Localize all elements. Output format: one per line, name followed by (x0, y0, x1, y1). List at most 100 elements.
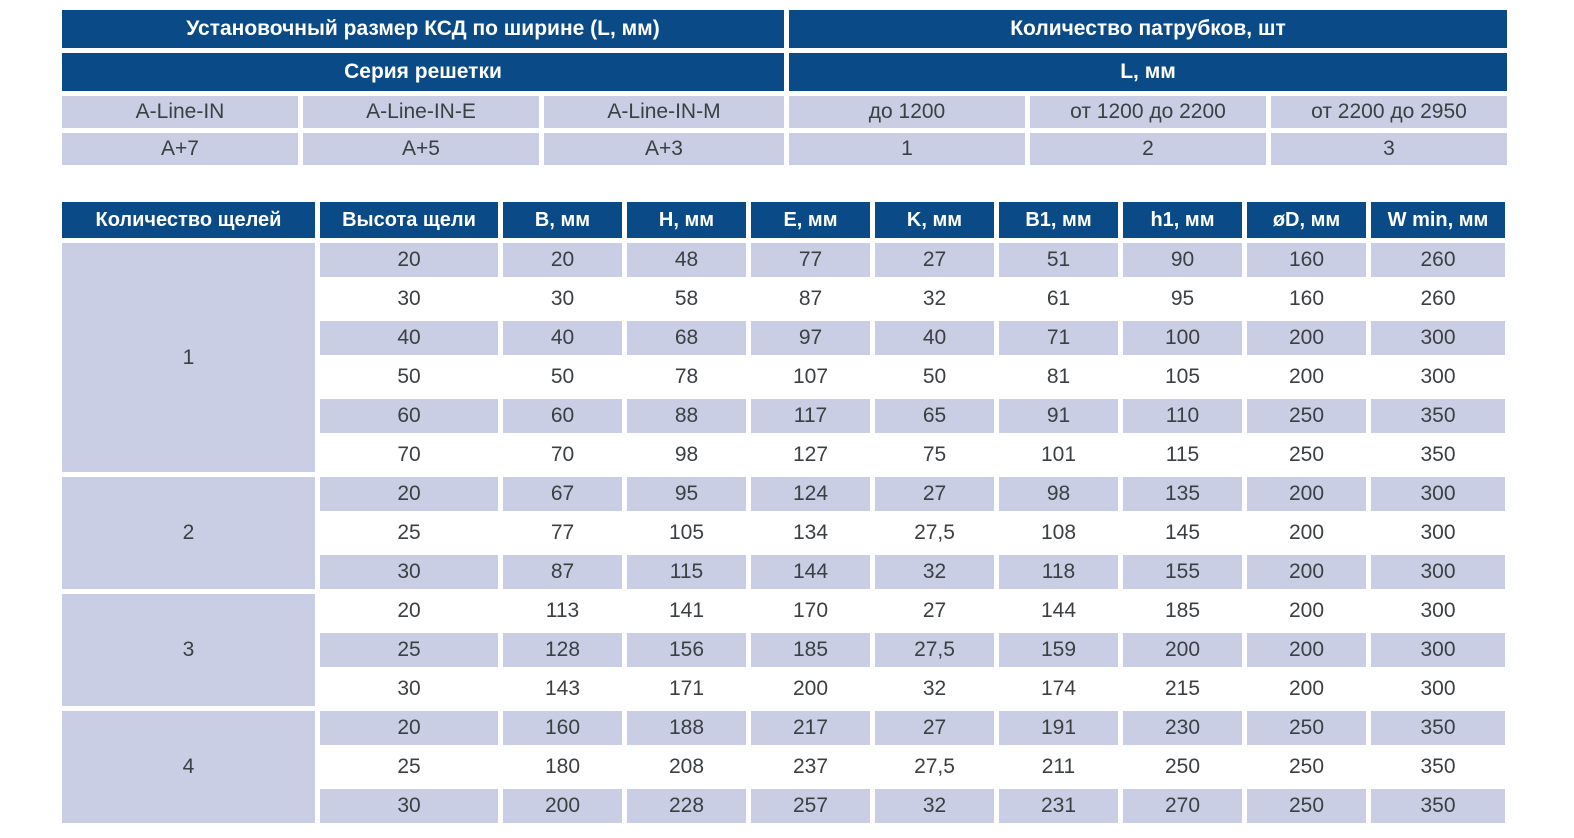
dimension-cell: 113 (545, 599, 580, 622)
dimension-cell: 250 (1288, 443, 1325, 466)
dimension-cell: 70 (397, 443, 421, 466)
dimension-cell: 350 (1371, 399, 1505, 433)
dimension-cell: 95 (627, 477, 746, 511)
branch-count-cell: 2 (1030, 133, 1266, 165)
dimension-cell: 185 (751, 633, 870, 667)
length-subheader: L, мм (789, 53, 1507, 91)
mounting-size-table: Установочный размер КСД по ширине (L, мм… (57, 5, 1512, 170)
dimension-cell: 20 (320, 477, 498, 511)
dimension-cell: 77 (751, 243, 870, 277)
dimension-cell: 228 (627, 789, 746, 823)
dimension-cell: 30 (397, 677, 421, 700)
dimension-cell: 200 (792, 677, 829, 700)
dimension-cell: 155 (1123, 555, 1242, 589)
size-formula-cell: A+7 (62, 133, 298, 165)
dimension-cell: 27 (922, 599, 947, 622)
dimension-cell: 32 (875, 555, 994, 589)
dimension-cell: 27,5 (914, 521, 955, 544)
dimension-cell: 30 (550, 287, 575, 310)
dimension-cell: 51 (999, 243, 1118, 277)
dimension-cell: 60 (503, 399, 622, 433)
dimension-cell: 350 (1420, 443, 1456, 466)
dimension-cell: 107 (792, 365, 829, 388)
slot-count-cell: 4 (62, 711, 315, 823)
dimension-cell: 20 (320, 711, 498, 745)
dimension-cell: 40 (875, 321, 994, 355)
col-header-e: E, мм (751, 202, 870, 238)
dimension-cell: 270 (1123, 789, 1242, 823)
table-row: A+7 A+5 A+3 1 2 3 (62, 133, 1507, 165)
dimension-cell: 250 (1164, 755, 1201, 778)
dimension-cell: 350 (1420, 755, 1456, 778)
table-header-row: Количество щелей Высота щели B, мм H, мм… (62, 202, 1505, 238)
dimension-cell: 200 (1247, 321, 1366, 355)
table-row: 30 200 228 257 32 231 270 250 350 (62, 789, 1505, 823)
dimension-cell: 145 (1164, 521, 1201, 544)
dimension-cell: 60 (320, 399, 498, 433)
dimension-cell: 118 (999, 555, 1118, 589)
dimension-cell: 300 (1420, 365, 1456, 388)
dimension-cell: 81 (1046, 365, 1071, 388)
dimension-cell: 200 (1123, 633, 1242, 667)
dimension-cell: 48 (627, 243, 746, 277)
dimension-cell: 171 (668, 677, 705, 700)
dimension-cell: 191 (999, 711, 1118, 745)
dimension-cell: 174 (1040, 677, 1077, 700)
dimension-cell: 237 (792, 755, 829, 778)
dimension-cell: 71 (999, 321, 1118, 355)
series-cell: A-Line-IN (62, 96, 298, 128)
col-header-wmin: W min, мм (1371, 202, 1505, 238)
dimension-cell: 32 (922, 287, 947, 310)
col-header-slot-count: Количество щелей (62, 202, 315, 238)
dimension-cell: 25 (397, 755, 421, 778)
dimension-cell: 27 (875, 477, 994, 511)
dimension-cell: 50 (550, 365, 575, 388)
col-header-slot-height: Высота щели (320, 202, 498, 238)
dimension-cell: 160 (503, 711, 622, 745)
dimension-cell: 156 (627, 633, 746, 667)
table-row: 60 60 88 117 65 91 110 250 350 (62, 399, 1505, 433)
dimension-cell: 250 (1247, 789, 1366, 823)
table-row: 25 180 208 237 27,5 211 250 250 350 (62, 750, 1505, 784)
col-header-b: B, мм (503, 202, 622, 238)
dimension-cell: 108 (1040, 521, 1077, 544)
dimension-cell: 231 (999, 789, 1118, 823)
dimension-cell: 160 (1288, 287, 1325, 310)
dimension-cell: 300 (1371, 321, 1505, 355)
dimension-cell: 30 (320, 789, 498, 823)
branch-count-header: Количество патрубков, шт (789, 10, 1507, 48)
dimension-cell: 27,5 (875, 633, 994, 667)
dimension-cell: 87 (798, 287, 823, 310)
length-range-cell: до 1200 (789, 96, 1025, 128)
dimension-cell: 25 (397, 521, 421, 544)
dimension-cell: 350 (1371, 711, 1505, 745)
dimension-cell: 217 (751, 711, 870, 745)
dimension-cell: 128 (503, 633, 622, 667)
dimension-cell: 250 (1288, 755, 1325, 778)
dimension-cell: 170 (792, 599, 829, 622)
mounting-size-header: Установочный размер КСД по ширине (L, мм… (62, 10, 784, 48)
dimension-cell: 105 (1164, 365, 1201, 388)
dimensions-table-body: 1 20 20 48 77 27 51 90 160 260 30 30 58 87 32 61 95 160 26… (62, 243, 1505, 823)
dimension-cell: 200 (1288, 365, 1325, 388)
dimension-cell: 200 (1288, 599, 1325, 622)
table-row: 70 70 98 127 75 101 115 250 350 (62, 438, 1505, 472)
table-row: 4 20 160 188 217 27 191 230 250 350 (62, 711, 1505, 823)
dimension-cell: 350 (1371, 789, 1505, 823)
dimension-cell: 250 (1247, 711, 1366, 745)
dimension-cell: 200 (1247, 555, 1366, 589)
dimension-cell: 30 (320, 555, 498, 589)
dimension-cell: 200 (1247, 633, 1366, 667)
table-row: 50 50 78 107 50 81 105 200 300 (62, 360, 1505, 394)
dimension-cell: 134 (792, 521, 829, 544)
dimension-cell: 90 (1123, 243, 1242, 277)
dimension-cell: 98 (674, 443, 699, 466)
dimension-cell: 91 (999, 399, 1118, 433)
slot-count-cell: 2 (62, 477, 315, 589)
table-row: 1 20 20 48 77 27 51 90 160 260 (62, 243, 1505, 472)
dimension-cell: 257 (751, 789, 870, 823)
dimension-cell: 32 (922, 677, 947, 700)
dimension-cell: 260 (1420, 287, 1456, 310)
dimension-cell: 87 (503, 555, 622, 589)
